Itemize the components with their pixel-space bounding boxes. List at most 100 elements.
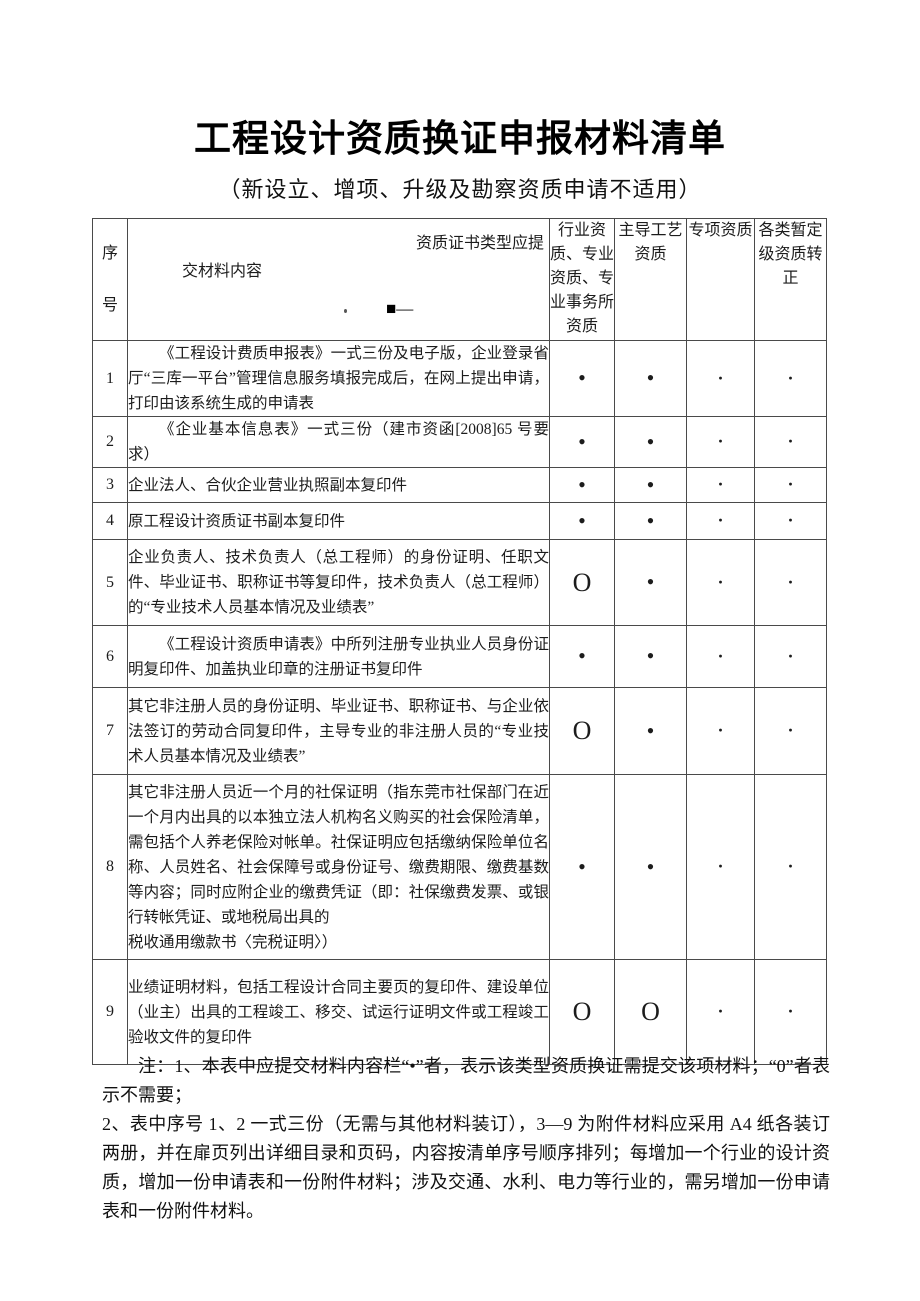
row-requirement-mark: •: [549, 416, 615, 468]
row-material-content: 其它非注册人员近一个月的社保证明（指东莞市社保部门在近一个月内出具的以本独立法人…: [127, 774, 550, 960]
header-content-cell: 资质证书类型应提 交材料内容 ■—: [127, 218, 550, 341]
notes-section: 注：1、本表中应提交材料内容栏“•”者，表示该类型资质换证需提交该项材料；“0”…: [102, 1052, 830, 1226]
row-requirement-mark: O: [549, 539, 615, 626]
row-requirement-mark: O: [614, 959, 687, 1065]
required-mark: ·: [787, 510, 794, 530]
row-material-content: 业绩证明材料，包括工程设计合同主要页的复印件、建设单位（业主）出具的工程竣工、移…: [127, 959, 550, 1065]
row-requirement-mark: •: [614, 774, 687, 960]
row-requirement-mark: ·: [686, 502, 755, 540]
not-required-mark: O: [572, 716, 592, 745]
row-requirement-mark: ·: [754, 687, 827, 775]
table-row: 2 《企业基本信息表》一式三份（建市资函[2008]65 号要求） • • · ·: [92, 416, 827, 468]
row-requirement-mark: •: [549, 502, 615, 540]
row-serial-number: 8: [92, 774, 128, 960]
row-serial-number: 2: [92, 416, 128, 468]
table-row: 9 业绩证明材料，包括工程设计合同主要页的复印件、建设单位（业主）出具的工程竣工、…: [92, 959, 827, 1065]
row-requirement-mark: ·: [754, 774, 827, 960]
row-material-content: 企业法人、合伙企业营业执照副本复印件: [127, 467, 550, 503]
row-material-content: 《工程设计费质申报表》一式三份及电子版，企业登录省厅“三库一平台”管理信息服务填…: [127, 340, 550, 417]
required-mark: •: [646, 569, 655, 594]
black-square-dash-mark: ■—: [386, 299, 414, 318]
note-line-1: 注：1、本表中应提交材料内容栏“•”者，表示该类型资质换证需提交该项材料；“0”…: [102, 1056, 830, 1105]
table-row: 8 其它非注册人员近一个月的社保证明（指东莞市社保部门在近一个月内出具的以本独立法…: [92, 774, 827, 960]
header-leading-process-qualification: 主导工艺 资质: [614, 218, 687, 341]
ink-speck: [344, 309, 347, 313]
row-material-content: 《企业基本信息表》一式三份（建市资函[2008]65 号要求）: [127, 416, 550, 468]
row-requirement-mark: •: [614, 416, 687, 468]
row-requirement-mark: ·: [686, 539, 755, 626]
row-requirement-mark: ·: [754, 959, 827, 1065]
required-mark: •: [578, 507, 586, 533]
row-requirement-mark: •: [614, 340, 687, 417]
row-requirement-mark: ·: [686, 687, 755, 775]
header-material-label: 交材料内容: [182, 263, 263, 280]
table-row: 3 企业法人、合伙企业营业执照副本复印件 • • · ·: [92, 467, 827, 503]
header-provisional-qualification: 各类暂定 级资质转 正: [754, 218, 827, 341]
row-requirement-mark: ·: [754, 416, 827, 468]
header-special-qualification: 专项资质: [686, 218, 755, 341]
table-row: 6 《工程设计资质申请表》中所列注册专业执业人员身份证明复印件、加盖执业印章的注册…: [92, 625, 827, 688]
row-serial-number: 4: [92, 502, 128, 540]
row-serial-number: 1: [92, 340, 128, 417]
table-row: 7 其它非注册人员的身份证明、毕业证书、职称证书、与企业依法签订的劳动合同复印件，…: [92, 687, 827, 775]
table-row: 5 企业负责人、技术负责人（总工程师）的身份证明、任职文件、毕业证书、职称证书等复…: [92, 539, 827, 626]
row-requirement-mark: ·: [754, 625, 827, 688]
required-mark: ·: [787, 474, 794, 494]
required-mark: •: [646, 507, 655, 533]
row-requirement-mark: ·: [686, 774, 755, 960]
row-requirement-mark: O: [549, 959, 615, 1065]
page-subtitle: （新设立、增项、升级及勘察资质申请不适用）: [218, 177, 702, 202]
table-row: 1 《工程设计费质申报表》一式三份及电子版，企业登录省厅“三库一平台”管理信息服务…: [92, 340, 827, 417]
row-serial-number: 9: [92, 959, 128, 1065]
row-requirement-mark: •: [614, 467, 687, 503]
required-mark: ·: [717, 645, 724, 666]
required-mark: ·: [717, 474, 724, 494]
row-requirement-mark: •: [549, 774, 615, 960]
required-mark: •: [646, 717, 655, 743]
required-mark: •: [646, 471, 655, 497]
required-mark: •: [578, 471, 586, 497]
note-line-2: 2、表中序号 1、2 一式三份（无需与其他材料装订），3—9 为附件材料应采用 …: [102, 1114, 830, 1221]
row-serial-number: 7: [92, 687, 128, 775]
row-requirement-mark: ·: [686, 625, 755, 688]
row-serial-number: 5: [92, 539, 128, 626]
row-requirement-mark: O: [549, 687, 615, 775]
materials-table: 序 号 资质证书类型应提 交材料内容 ■— 行业资 质、专业 资质、专 业事务所…: [92, 218, 827, 1065]
required-mark: ·: [787, 571, 794, 592]
required-mark: ·: [717, 367, 724, 388]
row-requirement-mark: ·: [686, 959, 755, 1065]
table-row: 4 原工程设计资质证书副本复印件 • • · ·: [92, 502, 827, 540]
table-header-row: 序 号 资质证书类型应提 交材料内容 ■— 行业资 质、专业 资质、专 业事务所…: [92, 218, 827, 341]
row-requirement-mark: ·: [754, 467, 827, 503]
row-requirement-mark: ·: [754, 502, 827, 540]
row-requirement-mark: ·: [754, 340, 827, 417]
row-material-content: 原工程设计资质证书副本复印件: [127, 502, 550, 540]
row-requirement-mark: ·: [754, 539, 827, 626]
required-mark: •: [646, 643, 655, 668]
header-cert-type-label: 资质证书类型应提: [415, 235, 544, 252]
required-mark: ·: [787, 720, 794, 740]
required-mark: •: [646, 428, 655, 454]
table-body: 1 《工程设计费质申报表》一式三份及电子版，企业登录省厅“三库一平台”管理信息服务…: [92, 340, 827, 1065]
not-required-mark: O: [641, 997, 660, 1026]
page-title: 工程设计资质换证申报材料清单: [194, 118, 726, 159]
required-mark: ·: [717, 571, 724, 592]
required-mark: ·: [787, 856, 794, 876]
required-mark: •: [578, 428, 586, 454]
required-mark: •: [578, 643, 586, 668]
required-mark: ·: [717, 431, 724, 451]
row-requirement-mark: ·: [686, 416, 755, 468]
required-mark: ·: [787, 1001, 794, 1021]
row-requirement-mark: ·: [686, 467, 755, 503]
required-mark: ·: [717, 856, 724, 876]
required-mark: •: [578, 365, 586, 390]
row-material-content: 企业负责人、技术负责人（总工程师）的身份证明、任职文件、毕业证书、职称证书等复印…: [127, 539, 550, 626]
header-serial-number: 序 号: [92, 218, 128, 341]
required-mark: •: [646, 853, 655, 879]
required-mark: •: [578, 853, 586, 879]
header-industry-qualification: 行业资 质、专业 资质、专 业事务所 资质: [549, 218, 615, 341]
required-mark: ·: [717, 510, 724, 530]
row-requirement-mark: •: [614, 539, 687, 626]
not-required-mark: O: [572, 997, 592, 1026]
